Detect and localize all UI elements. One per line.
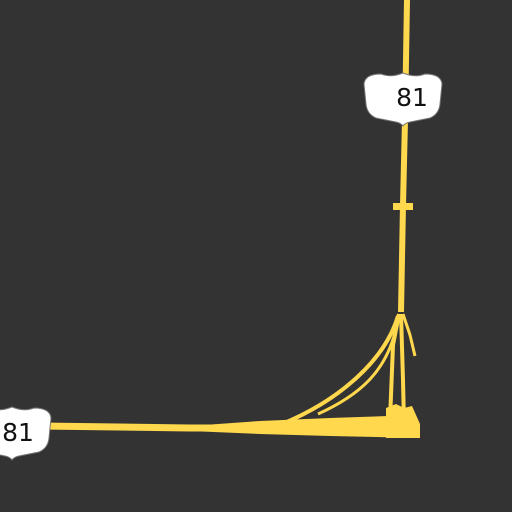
interchange-merge-area bbox=[190, 416, 420, 438]
interchange-corner-pad bbox=[386, 404, 420, 438]
connector-ramp-outer[interactable] bbox=[281, 315, 400, 426]
us-route-shield-icon bbox=[0, 406, 52, 461]
route-shield-top[interactable]: 81 bbox=[363, 72, 443, 127]
ramp-branch-right[interactable] bbox=[401, 313, 417, 357]
route-shield-left[interactable]: 81 bbox=[0, 406, 52, 461]
us-route-shield-icon bbox=[363, 72, 443, 127]
highway-81-north-segment[interactable] bbox=[398, 0, 410, 313]
route-shield-label: 81 bbox=[396, 83, 428, 112]
route-shield-label: 81 bbox=[2, 418, 34, 447]
connector-ramp-inner[interactable] bbox=[317, 317, 400, 416]
road-junction-marker bbox=[393, 203, 413, 210]
